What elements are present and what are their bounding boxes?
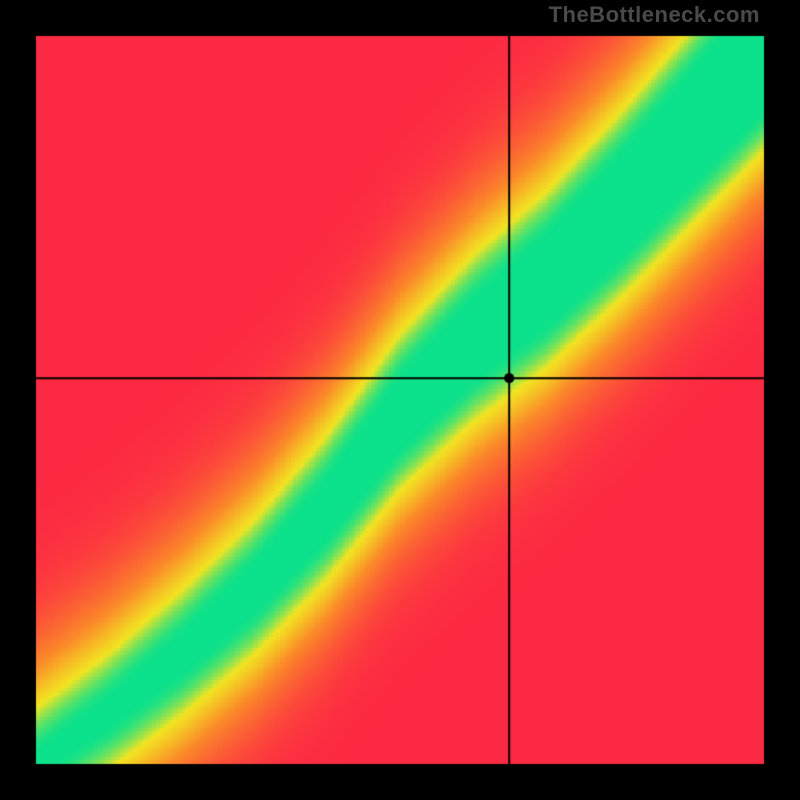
chart-container: TheBottleneck.com (0, 0, 800, 800)
watermark-text: TheBottleneck.com (549, 2, 760, 28)
bottleneck-heatmap (0, 0, 800, 800)
